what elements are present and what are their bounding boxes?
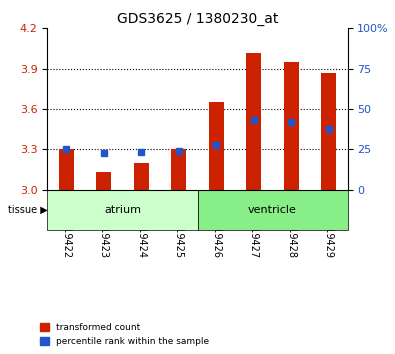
Title: GDS3625 / 1380230_at: GDS3625 / 1380230_at bbox=[117, 12, 278, 26]
Bar bbox=[96, 172, 111, 190]
FancyBboxPatch shape bbox=[198, 190, 348, 230]
Text: tissue ▶: tissue ▶ bbox=[8, 205, 47, 215]
Bar bbox=[134, 163, 149, 190]
FancyBboxPatch shape bbox=[47, 190, 198, 230]
Bar bbox=[246, 52, 261, 190]
Text: ventricle: ventricle bbox=[248, 205, 297, 215]
Bar bbox=[322, 73, 337, 190]
Bar bbox=[284, 62, 299, 190]
Legend: transformed count, percentile rank within the sample: transformed count, percentile rank withi… bbox=[36, 320, 213, 349]
Bar bbox=[58, 149, 73, 190]
Bar bbox=[171, 149, 186, 190]
Text: atrium: atrium bbox=[104, 205, 141, 215]
Bar bbox=[209, 102, 224, 190]
